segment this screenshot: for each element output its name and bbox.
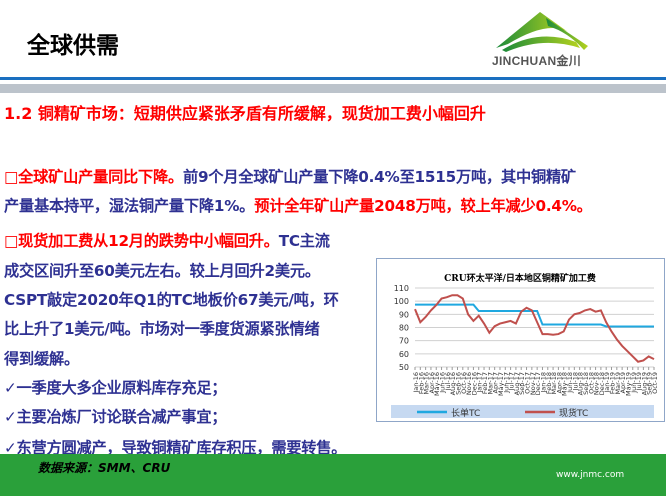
x-tick-label: Apr-18	[555, 372, 563, 393]
legend	[391, 405, 654, 418]
x-tick-label: Jan-16	[412, 372, 420, 394]
body-line: CSPT敲定2020年Q1的TC地板价67美元/吨，环	[4, 288, 339, 310]
x-tick-label: Feb-17	[481, 372, 489, 394]
x-tick-label: Mar-18	[550, 372, 558, 394]
x-tick-label: Jul-17	[508, 372, 516, 391]
text-segment: ✓东营方圆减产，导致铜精矿库存积压，需要转售。	[4, 439, 347, 457]
body-line: ✓一季度大多企业原料库存充足；	[4, 376, 227, 398]
x-tick-label: Jun-18	[566, 372, 574, 394]
y-tick-label: 110	[394, 284, 409, 293]
body-line: □全球矿山产量同比下降。前9个月全球矿山产量下降0.4%至1515万吨，其中铜精…	[4, 165, 576, 187]
y-tick-label: 90	[399, 310, 409, 319]
x-tick-label: May-17	[497, 372, 505, 396]
footer-url[interactable]: www.jnmc.com	[556, 470, 625, 480]
x-tick-label: Sep-17	[518, 372, 526, 395]
text-segment: 前9个月全球矿山产量下降0.4%至1515万吨，其中铜精矿	[183, 168, 576, 186]
x-tick-label: Aug-19	[640, 372, 648, 395]
text-segment: □全球矿山产量同比下降。	[4, 168, 184, 186]
x-tick-label: Dec-17	[534, 372, 542, 395]
x-tick-label: Feb-16	[417, 372, 425, 394]
x-tick-label: Aug-17	[513, 372, 521, 395]
header-band	[0, 84, 666, 93]
y-tick-label: 70	[399, 337, 409, 346]
legend-label: 现货TC	[559, 407, 588, 419]
x-tick-label: Nov-16	[465, 372, 473, 395]
x-tick-label: Mar-19	[614, 372, 622, 394]
section-title: 1.2 铜精矿市场：短期供应紧张矛盾有所缓解，现货加工费小幅回升	[4, 104, 486, 123]
tc-chart: CRU环太平洋/日本地区铜精矿加工费 50 60 70 80 90 100 110 Jan-16…	[376, 258, 665, 422]
x-tick-label: Aug-18	[577, 372, 585, 395]
x-tick-label: May-18	[561, 372, 569, 396]
body-line: □现货加工费从12月的跌势中小幅回升。TC主流	[4, 229, 330, 251]
logo-text: JINCHUAN金川	[492, 54, 582, 68]
x-tick-label: Aug-16	[449, 372, 457, 395]
text-segment: ✓主要冶炼厂讨论联合减产事宜；	[4, 408, 227, 426]
text-segment: 得到缓解。	[4, 350, 79, 368]
x-tick-label: Jan-19	[603, 372, 611, 394]
footer-bar	[0, 454, 666, 496]
x-tick-label: Jul-16	[444, 372, 452, 391]
text-segment: TC主流	[278, 232, 330, 250]
x-tick-label: Jun-16	[439, 372, 447, 394]
text-segment: 产量基本持平，湿法铜产量下降1%。	[4, 197, 255, 215]
body-line: 得到缓解。	[4, 347, 79, 369]
body-line: 成交区间升至60美元左右。较上月回升2美元。	[4, 259, 320, 281]
x-tick-label: Dec-18	[598, 372, 606, 395]
x-tick-label: Oct-17	[524, 372, 532, 394]
y-tick-label: 50	[399, 363, 409, 372]
jinchuan-logo-icon	[496, 12, 588, 52]
series-line-0	[415, 303, 654, 328]
text-segment: 成交区间升至60美元左右。较上月回升2美元。	[4, 262, 320, 280]
x-tick-label: Sep-16	[454, 372, 462, 395]
x-tick-label: Jul-18	[571, 372, 579, 391]
body-line: 产量基本持平，湿法铜产量下降1%。预计全年矿山产量2048万吨，较上年减少0.4…	[4, 194, 592, 216]
data-source: 数据来源：SMM、CRU	[38, 461, 171, 475]
page-title: 全球供需	[27, 33, 119, 59]
text-segment: CSPT敲定2020年Q1的TC地板价67美元/吨，环	[4, 291, 339, 309]
header-divider	[0, 77, 666, 80]
x-tick-label: Oct-18	[587, 372, 595, 394]
x-tick-label: Mar-16	[423, 372, 431, 394]
x-tick-label: Apr-17	[492, 372, 500, 393]
text-segment: ✓一季度大多企业原料库存充足；	[4, 379, 227, 397]
chart-title: CRU环太平洋/日本地区铜精矿加工费	[444, 272, 596, 284]
x-tick-label: Oct-16	[460, 372, 468, 394]
y-tick-label: 80	[399, 324, 409, 333]
text-segment: 预计全年矿山产量2048万吨，较上年减少0.4%。	[254, 197, 592, 215]
x-tick-label: Oct-19	[651, 372, 659, 394]
series-line-1	[414, 294, 655, 363]
x-tick-label: May-19	[624, 372, 632, 396]
x-tick-label: Apr-16	[428, 372, 436, 393]
y-tick-label: 100	[394, 297, 409, 306]
text-segment: □现货加工费从12月的跌势中小幅回升。	[4, 232, 279, 250]
body-line: ✓主要冶炼厂讨论联合减产事宜；	[4, 405, 227, 427]
x-tick-label: Jun-19	[630, 372, 638, 394]
text-segment: 比上升了1美元/吨。市场对一季度货源紧张情绪	[4, 320, 320, 338]
x-tick-label: May-16	[433, 372, 441, 396]
body-line: ✓东营方圆减产，导致铜精矿库存积压，需要转售。	[4, 436, 346, 458]
body-line: 比上升了1美元/吨。市场对一季度货源紧张情绪	[4, 317, 320, 339]
x-tick-label: Nov-17	[529, 372, 537, 395]
x-tick-label: Jul-19	[635, 372, 643, 391]
y-tick-label: 60	[399, 350, 409, 359]
x-tick-label: Jan-17	[476, 372, 484, 394]
x-tick-label: Nov-18	[593, 372, 601, 395]
legend-label: 长单TC	[451, 407, 480, 419]
x-tick-label: Mar-17	[486, 372, 494, 394]
x-tick-label: Jun-17	[502, 372, 510, 394]
x-tick-label: Feb-18	[545, 372, 553, 394]
x-tick-label: Dec-16	[470, 372, 478, 395]
x-tick-label: Sep-19	[646, 372, 654, 395]
chart-svg: CRU环太平洋/日本地区铜精矿加工费 50 60 70 80 90 100 110 Jan-16…	[391, 272, 659, 419]
x-tick-label: Jan-18	[539, 372, 547, 394]
x-tick-label: Sep-18	[582, 372, 590, 395]
x-tick-label: Feb-19	[609, 372, 617, 394]
x-tick-label: Apr-19	[619, 372, 627, 393]
